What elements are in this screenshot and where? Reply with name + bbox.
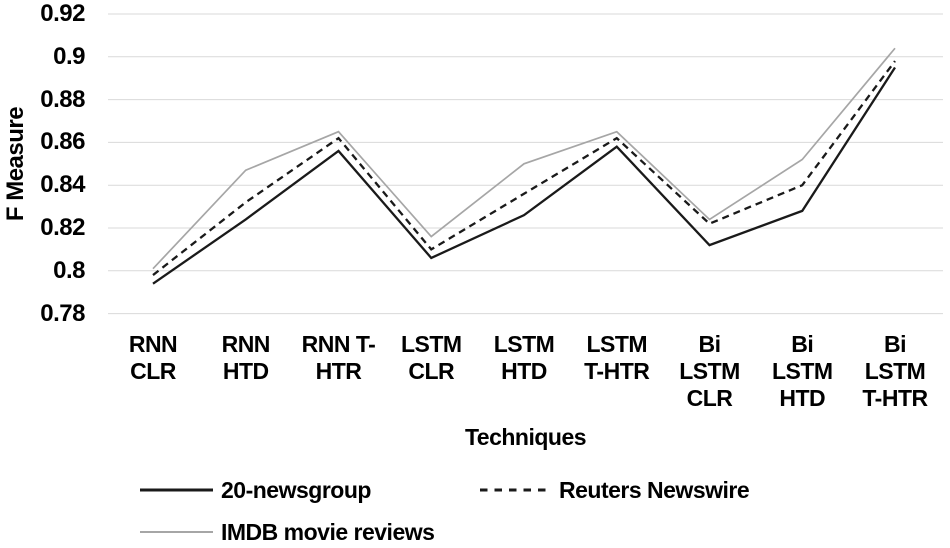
legend-item-reuters-newswire: Reuters Newswire <box>480 476 750 503</box>
y-axis-title: F Measure <box>2 106 29 222</box>
y-tick-label: 0.78 <box>40 299 85 327</box>
x-tick-label: RNN CLR <box>128 331 178 384</box>
gridlines <box>108 13 943 315</box>
legend-item-20-newsgroup: 20-newsgroup <box>140 477 371 503</box>
series-line-20-newsgroup <box>152 66 896 285</box>
x-tick-label: Bi LSTM CLR <box>679 331 740 411</box>
legend-label: IMDB movie reviews <box>221 518 435 545</box>
y-tick-label: 0.86 <box>40 128 85 156</box>
legend-item-imdb-movie-reviews: IMDB movie reviews <box>140 518 435 545</box>
legend-label: Reuters Newswire <box>559 476 750 503</box>
x-tick-label: RNN T- HTR <box>301 331 376 384</box>
x-tick-label: LSTM T-HTR <box>584 331 650 384</box>
y-tick-label: 0.88 <box>40 85 85 113</box>
x-tick-label: Bi LSTM HTD <box>771 331 833 411</box>
legend-line-sample <box>140 488 213 492</box>
series-lines <box>152 47 896 285</box>
series-line-reuters-newswire <box>152 60 896 276</box>
legend-line-sample <box>480 488 546 492</box>
x-tick-label: LSTM HTD <box>493 331 555 384</box>
x-tick-label: Bi LSTM T-HTR <box>862 331 928 411</box>
y-tick-label: 0.84 <box>40 171 85 199</box>
y-tick-label: 0.92 <box>40 0 85 27</box>
legend-label: 20-newsgroup <box>221 476 371 503</box>
x-axis-title: Techniques <box>464 424 587 450</box>
legend-line-sample <box>140 531 213 533</box>
y-tick-label: 0.82 <box>40 214 85 241</box>
x-tick-label: LSTM CLR <box>400 331 462 384</box>
y-tick-label: 0.8 <box>53 256 85 284</box>
y-tick-label: 0.9 <box>53 42 85 70</box>
x-tick-label: RNN HTD <box>221 331 271 384</box>
series-line-imdb-movie-reviews <box>152 47 896 270</box>
